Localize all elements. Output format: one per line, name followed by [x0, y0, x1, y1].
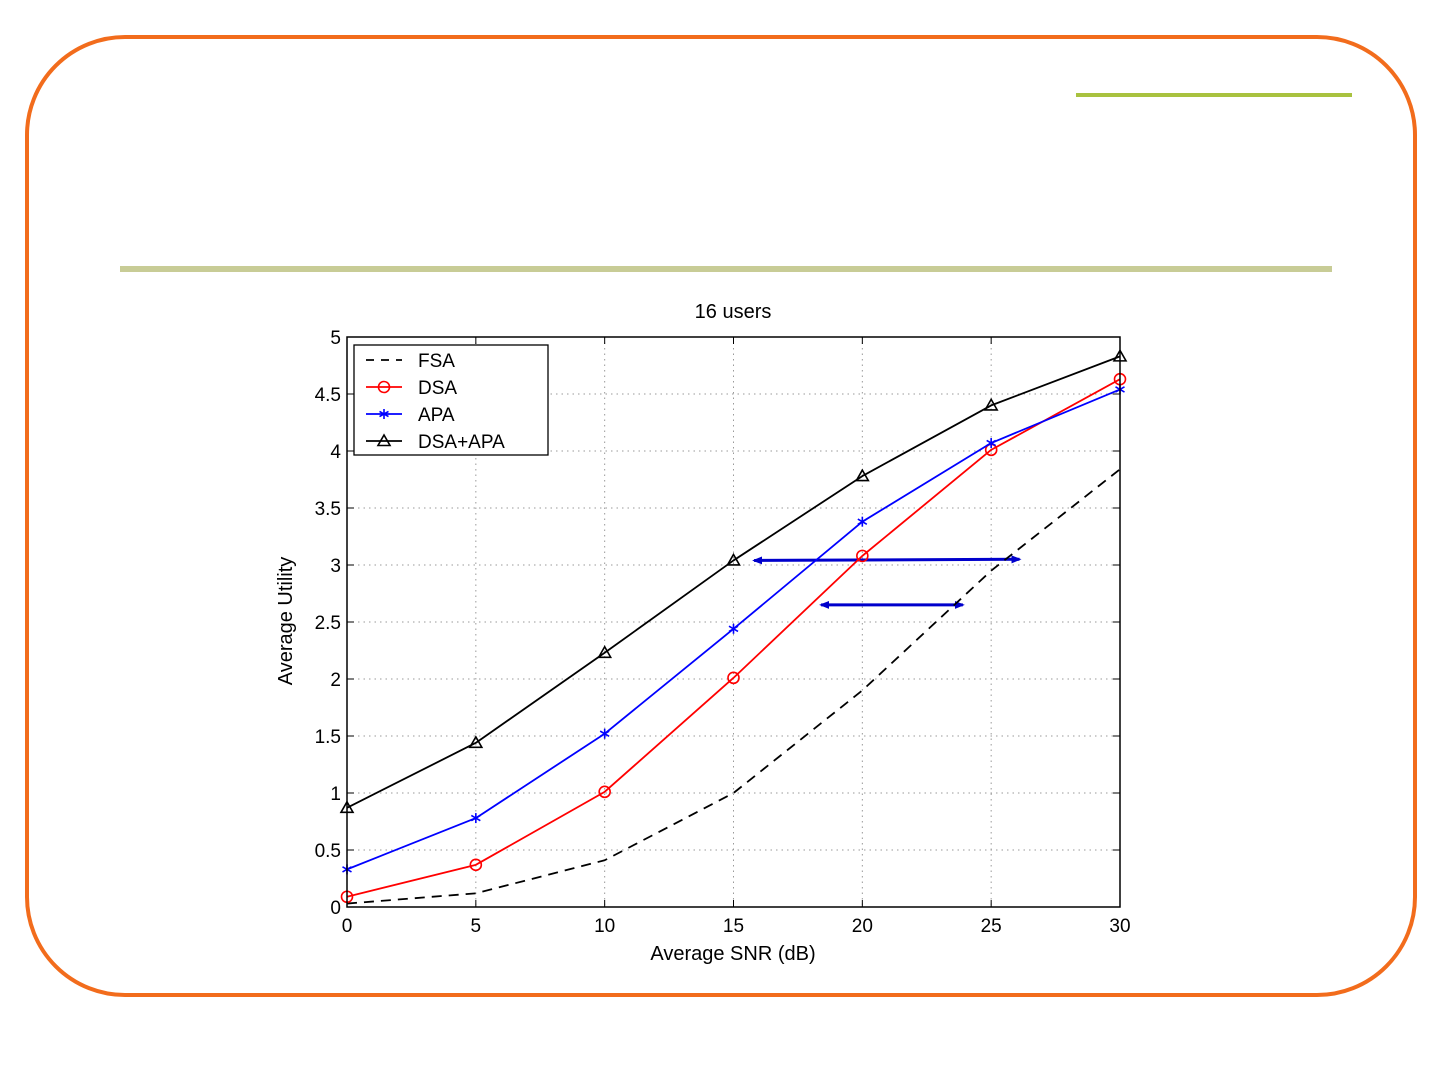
data-point-marker: [597, 645, 613, 659]
y-tick-label: 0: [330, 898, 341, 919]
y-tick-label: 2.5: [315, 613, 341, 634]
series-apa: [342, 384, 1125, 875]
y-tick-label: 1: [330, 784, 341, 805]
y-tick-label: 5: [330, 328, 341, 349]
legend-entry: APA: [366, 405, 455, 426]
data-point-marker: [857, 516, 868, 527]
y-tick-label: 4: [330, 442, 341, 463]
legend-entry: DSA: [366, 378, 457, 399]
data-point-marker: [986, 438, 997, 449]
series-line: [346, 468, 1121, 905]
series-line: [346, 378, 1121, 898]
x-tick-label: 30: [1109, 916, 1130, 937]
x-tick-label: 20: [852, 916, 873, 937]
x-axis-label: Average SNR (dB): [650, 943, 815, 965]
data-point-marker: [469, 858, 483, 872]
data-point-marker: [599, 728, 610, 739]
series-lines: [339, 348, 1128, 905]
y-tick-label: 1.5: [315, 727, 341, 748]
data-point-marker: [470, 813, 481, 824]
annotation-arrows: [752, 555, 1022, 609]
legend-entry: DSA+APA: [366, 432, 505, 453]
legend-marker: [377, 380, 391, 394]
y-axis-label: Average Utility: [275, 557, 297, 686]
legend: FSA DSA APA DSA+APA: [353, 344, 549, 456]
legend-marker: [379, 409, 389, 419]
slide-frame: [25, 35, 1417, 997]
legend-label: FSA: [418, 351, 455, 372]
data-point-marker: [727, 671, 740, 685]
annotation-double-arrow: [752, 555, 1022, 565]
data-point-marker: [983, 397, 999, 411]
series-fsa: [346, 468, 1121, 905]
series-line: [346, 355, 1121, 809]
legend-entry: FSA: [366, 351, 455, 372]
data-point-marker: [856, 549, 869, 563]
x-tick-label: 0: [342, 916, 353, 937]
y-tick-label: 4.5: [315, 385, 341, 406]
accent-line-top: [1076, 93, 1352, 97]
y-tick-label: 3: [330, 556, 341, 577]
data-point-marker: [598, 785, 611, 799]
legend-box: [353, 344, 549, 456]
legend-label: APA: [418, 405, 455, 426]
x-tick-label: 5: [471, 916, 482, 937]
series-dsa: [340, 372, 1127, 904]
x-tick-label: 15: [723, 916, 744, 937]
y-tick-label: 2: [330, 670, 341, 691]
y-tick-label: 3.5: [315, 499, 341, 520]
data-point-marker: [726, 552, 741, 566]
axis-ticks: 0 5 10 15 20 25 30 0 0.5 1 1.5 2 2.5 3 3.5 4 4.5 5: [315, 328, 1131, 937]
data-point-marker: [854, 468, 870, 482]
legend-label: DSA+APA: [418, 432, 505, 453]
legend-marker: [376, 433, 392, 447]
legend-label: DSA: [418, 378, 457, 399]
chart-title: 16 users: [695, 301, 772, 323]
data-point-marker: [728, 623, 739, 634]
accent-line-divider: [120, 266, 1332, 272]
x-tick-label: 10: [594, 916, 615, 937]
x-tick-label: 25: [981, 916, 1002, 937]
y-tick-label: 0.5: [315, 841, 341, 862]
data-point-marker: [468, 735, 484, 749]
